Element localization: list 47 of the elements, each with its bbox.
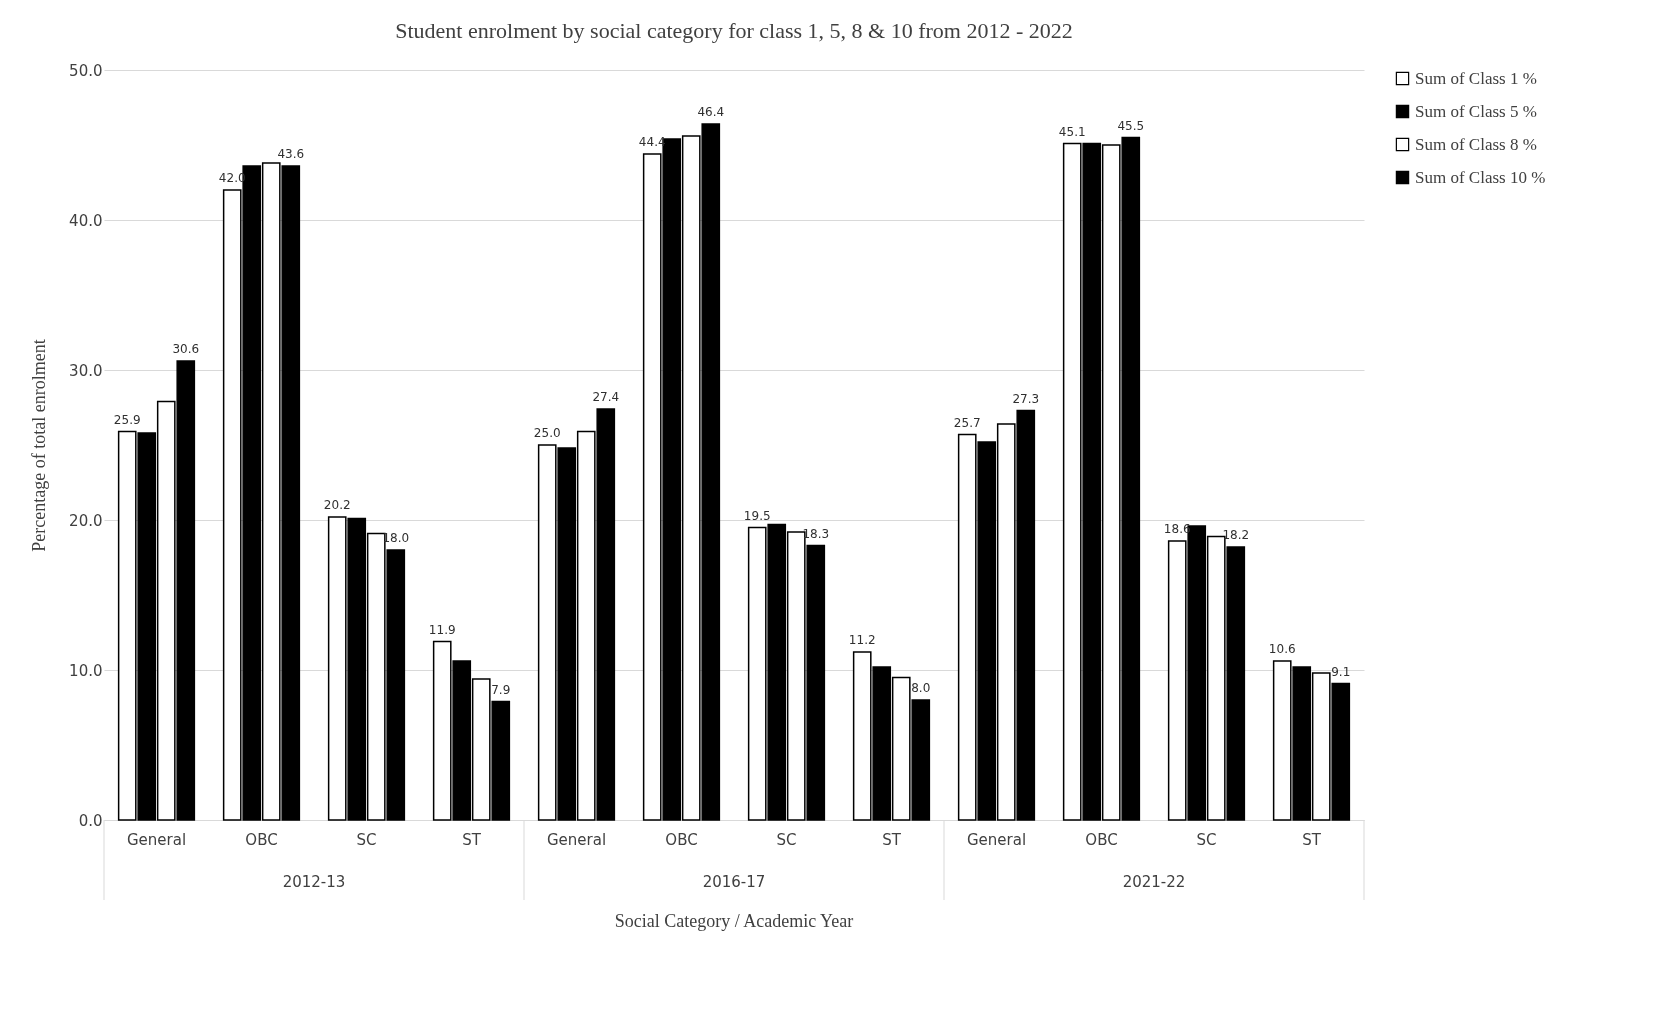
legend-label: Sum of Class 1 % <box>1415 68 1537 88</box>
y-tick-label: 50.0 <box>69 61 103 80</box>
y-tick-label: 10.0 <box>69 661 103 680</box>
x-tick-label: OBC <box>665 830 698 849</box>
legend-label: Sum of Class 8 % <box>1415 134 1537 154</box>
legend-label: Sum of Class 5 % <box>1415 101 1537 121</box>
y-tick-label: 30.0 <box>69 361 103 380</box>
data-label: 46.4 <box>697 105 725 119</box>
x-tick-label: SC <box>776 830 797 849</box>
data-label: 18.2 <box>1222 528 1250 542</box>
y-tick-label: 0.0 <box>78 811 103 830</box>
text: 2021-22 <box>1122 873 1186 891</box>
data-label: 10.6 <box>1268 642 1296 656</box>
chart-title: Student enrolment by social category for class 1, 5, 8 & 10 from 2012 - 2022 <box>395 18 1073 43</box>
data-label: 9.1 <box>1331 664 1351 679</box>
x-tick-label: ST <box>1302 830 1322 849</box>
data-label: 8.0 <box>911 681 931 695</box>
data-label: 27.3 <box>1012 391 1040 406</box>
data-label: 25.0 <box>533 426 561 440</box>
data-label: 20.2 <box>323 498 351 512</box>
data-label: 19.5 <box>743 508 771 523</box>
x-tick-label: General <box>126 830 187 849</box>
x-tick-label: SC <box>356 830 377 849</box>
data-label: 25.9 <box>113 412 141 427</box>
data-label: 45.5 <box>1117 118 1145 133</box>
y-axis-title: Percentage of total enrolment <box>29 339 50 552</box>
x-tick-label: OBC <box>1085 830 1118 849</box>
y-tick-label: 40.0 <box>69 211 103 230</box>
x-tick-label: General <box>966 830 1027 849</box>
y-tick-label: 20.0 <box>69 511 103 530</box>
text: 2012-13 <box>282 873 346 891</box>
x-tick-label: ST <box>462 830 482 849</box>
text: 2016-17 <box>702 873 766 891</box>
x-tick-label: General <box>546 830 607 849</box>
data-label: 27.4 <box>592 390 620 404</box>
data-label: 30.6 <box>172 342 200 356</box>
data-label: 11.9 <box>428 622 456 637</box>
data-label: 43.6 <box>277 147 305 161</box>
x-tick-label: ST <box>882 830 902 849</box>
legend-label: Sum of Class 10 % <box>1415 167 1546 187</box>
data-label: 7.9 <box>491 682 511 697</box>
data-label: 11.2 <box>848 633 876 647</box>
x-axis-title: Social Category / Academic Year <box>614 911 854 931</box>
x-tick-label: OBC <box>245 830 278 849</box>
data-label: 25.7 <box>953 415 981 430</box>
data-label: 45.1 <box>1058 124 1086 139</box>
x-tick-label: SC <box>1196 830 1217 849</box>
